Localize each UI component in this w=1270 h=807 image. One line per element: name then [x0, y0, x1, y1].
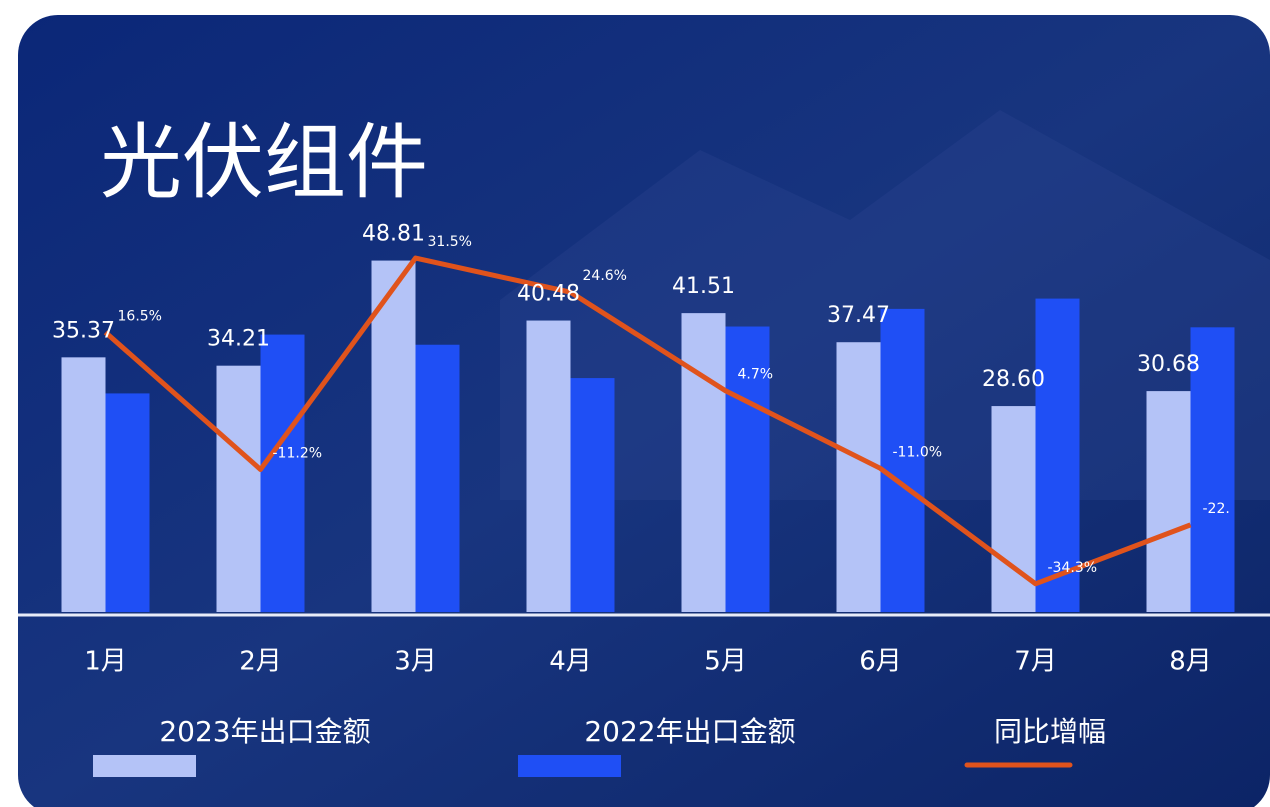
- chart: 光伏组件 35.37 34.21 48.81 40.48 41.51 37.47 28.60…: [0, 0, 1270, 807]
- bar: [416, 345, 460, 612]
- value-label: 48.81: [362, 222, 425, 247]
- value-label: 37.47: [827, 303, 890, 328]
- value-label: -11.0%: [893, 444, 943, 460]
- legend-swatch: [518, 755, 621, 777]
- legend-label: 同比增幅: [994, 715, 1106, 748]
- x-tick-label: 8月: [1169, 647, 1212, 677]
- value-label: 41.51: [672, 274, 735, 299]
- bar: [571, 378, 615, 612]
- x-tick-label: 4月: [549, 647, 592, 677]
- value-label: 24.6%: [583, 268, 627, 284]
- value-label: 28.60: [982, 367, 1045, 392]
- x-tick-label: 7月: [1014, 647, 1057, 677]
- value-label: -22.: [1203, 501, 1230, 517]
- x-tick-label: 5月: [704, 647, 747, 677]
- value-label: 34.21: [207, 327, 270, 352]
- x-tick-label: 1月: [84, 647, 127, 677]
- bar: [217, 366, 261, 612]
- bar: [62, 357, 106, 612]
- value-label: 4.7%: [738, 367, 774, 383]
- x-tick-label: 2月: [239, 647, 282, 677]
- bar: [837, 342, 881, 612]
- bar: [682, 313, 726, 612]
- value-label: -34.3%: [1048, 560, 1098, 576]
- bar: [527, 321, 571, 612]
- x-tick-label: 6月: [859, 647, 902, 677]
- legend-swatch: [93, 755, 196, 777]
- value-label: -11.2%: [273, 445, 323, 461]
- legend-label: 2023年出口金额: [159, 715, 370, 748]
- value-label: 35.37: [52, 318, 115, 343]
- bar: [106, 393, 150, 612]
- value-label: 40.48: [517, 282, 580, 307]
- bar: [261, 335, 305, 612]
- value-label: 30.68: [1137, 352, 1200, 377]
- legend-label: 2022年出口金额: [584, 715, 795, 748]
- value-label: 31.5%: [428, 234, 472, 250]
- chart-title: 光伏组件: [100, 115, 428, 210]
- bar: [1147, 391, 1191, 612]
- x-tick-label: 3月: [394, 647, 437, 677]
- value-label: 16.5%: [118, 308, 162, 324]
